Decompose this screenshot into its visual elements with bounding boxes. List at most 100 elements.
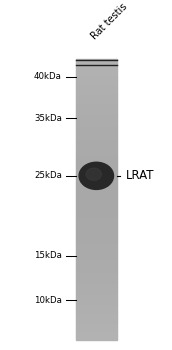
Bar — [76, 332, 117, 333]
Bar — [76, 110, 117, 111]
Bar — [76, 117, 117, 118]
Bar — [76, 314, 117, 315]
Bar — [76, 183, 117, 184]
Bar — [76, 255, 117, 256]
Bar — [76, 300, 117, 301]
Bar — [76, 321, 117, 322]
Bar — [76, 91, 117, 92]
Bar — [76, 208, 117, 209]
Bar — [76, 180, 117, 181]
Bar — [76, 114, 117, 116]
Bar — [76, 307, 117, 308]
Bar — [76, 210, 117, 211]
Bar — [76, 296, 117, 297]
Bar — [76, 142, 117, 144]
Bar — [76, 88, 117, 89]
Bar — [76, 282, 117, 283]
Bar — [76, 116, 117, 117]
Bar — [76, 258, 117, 259]
Bar — [76, 127, 117, 128]
Bar — [76, 144, 117, 145]
Bar — [76, 317, 117, 318]
Bar — [76, 259, 117, 260]
Bar — [76, 130, 117, 131]
Bar — [76, 155, 117, 156]
Bar — [76, 65, 117, 66]
Bar — [76, 316, 117, 317]
Bar — [76, 67, 117, 68]
Bar — [76, 175, 117, 176]
Text: 10kDa: 10kDa — [34, 296, 62, 305]
Bar — [76, 273, 117, 274]
Bar — [76, 290, 117, 291]
Bar — [76, 289, 117, 290]
Bar — [76, 62, 117, 63]
Bar — [76, 160, 117, 161]
Bar — [76, 257, 117, 258]
Bar — [76, 308, 117, 309]
Bar — [76, 140, 117, 141]
Bar — [76, 113, 117, 114]
Bar — [76, 323, 117, 324]
Bar — [76, 276, 117, 278]
Bar — [76, 223, 117, 224]
Bar — [76, 285, 117, 286]
Bar — [76, 310, 117, 312]
Bar — [76, 219, 117, 220]
Bar — [76, 336, 117, 337]
Bar — [76, 82, 117, 83]
Bar — [76, 233, 117, 235]
Bar — [76, 165, 117, 166]
Bar — [76, 205, 117, 206]
Bar — [76, 125, 117, 126]
Bar — [76, 312, 117, 313]
Bar — [76, 166, 117, 167]
Bar — [76, 68, 117, 69]
Bar — [76, 230, 117, 231]
Bar — [76, 152, 117, 153]
Bar — [76, 254, 117, 255]
Bar — [76, 79, 117, 80]
Bar — [76, 126, 117, 127]
Bar — [76, 103, 117, 104]
Bar — [76, 157, 117, 158]
Bar — [76, 193, 117, 194]
Bar — [76, 87, 117, 88]
Bar — [76, 333, 117, 334]
Bar — [76, 236, 117, 237]
Bar — [76, 202, 117, 203]
Bar — [76, 179, 117, 180]
Bar — [76, 203, 117, 204]
Bar — [76, 184, 117, 185]
Bar — [76, 76, 117, 77]
Bar — [76, 215, 117, 216]
Bar — [76, 95, 117, 96]
Bar — [76, 269, 117, 270]
Bar — [76, 154, 117, 155]
Bar — [76, 247, 117, 248]
Text: Rat testis: Rat testis — [89, 2, 129, 42]
Bar — [76, 280, 117, 281]
Bar — [76, 228, 117, 229]
Bar — [76, 112, 117, 113]
Bar — [76, 278, 117, 279]
Bar — [76, 137, 117, 138]
Bar — [76, 138, 117, 139]
Bar — [76, 287, 117, 288]
Bar — [76, 107, 117, 108]
Bar — [76, 265, 117, 266]
Bar — [76, 94, 117, 95]
Bar — [76, 246, 117, 247]
Bar — [76, 327, 117, 328]
Bar — [76, 250, 117, 251]
Ellipse shape — [86, 168, 101, 180]
Bar — [76, 299, 117, 300]
Bar — [76, 266, 117, 267]
Bar — [76, 334, 117, 335]
Bar — [76, 83, 117, 84]
Bar — [76, 173, 117, 174]
Bar — [76, 198, 117, 199]
Bar — [76, 328, 117, 329]
Bar — [76, 199, 117, 200]
Ellipse shape — [79, 162, 114, 189]
